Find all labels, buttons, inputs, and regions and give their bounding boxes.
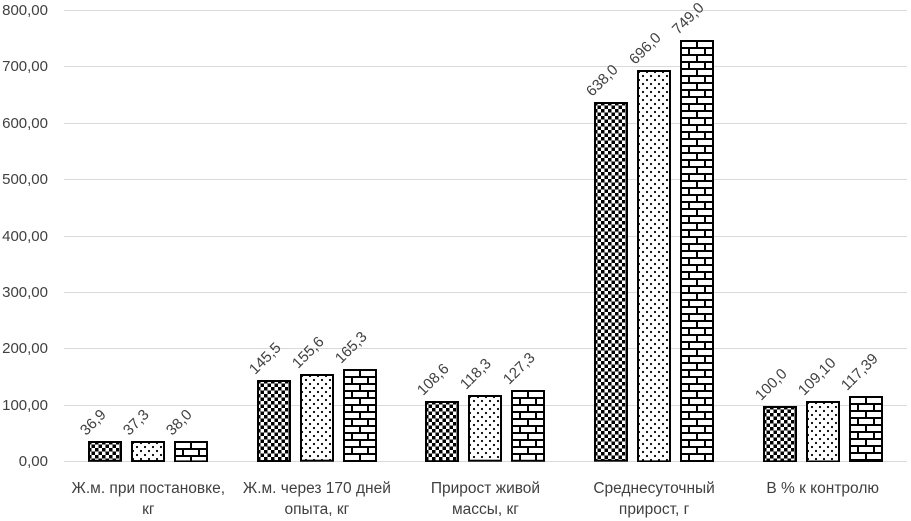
gridline	[64, 122, 907, 124]
gridline	[64, 291, 907, 293]
bar-slot: 109,10	[795, 354, 840, 462]
bar-value-label: 37,3	[120, 406, 153, 439]
y-tick-label: 300,00	[2, 283, 48, 301]
bar-group-5: 100,0 109,10 117,39	[738, 350, 907, 462]
y-tick-label: 0,00	[18, 453, 48, 470]
bar-value-label: 100,0	[751, 365, 791, 404]
bar-dotted	[805, 400, 840, 462]
y-tick-label: 600,00	[2, 114, 48, 132]
bar-brick	[174, 440, 209, 462]
gridline	[64, 179, 907, 181]
category-label-5: В % к контролю	[766, 480, 879, 497]
bar-dotted	[131, 440, 166, 462]
bar-slot: 749,0	[669, 0, 715, 462]
bar-slot: 117,39	[838, 350, 883, 462]
bar-value-label: 108,6	[414, 360, 454, 399]
bar-slot: 36,9	[77, 407, 123, 462]
y-tick-label: 100,00	[2, 396, 48, 414]
bar-dotted	[299, 374, 334, 462]
category-label-1: Ж.м. при постановке, кг	[71, 480, 226, 518]
bar-checkerboard	[88, 441, 123, 462]
bar-dotted	[468, 395, 503, 462]
y-axis: 0,00 100,00 200,00 300,00 400,00 500,00 600,00…	[0, 2, 50, 470]
bar-brick	[342, 368, 377, 462]
bar-slot: 118,3	[457, 356, 503, 462]
plot-area: 36,9 37,3 38,0 145,5 155,6 165,3 108,6 118,3 127…	[64, 0, 907, 462]
bar-checkerboard	[256, 379, 291, 462]
gridline	[64, 66, 907, 68]
gridline	[64, 348, 907, 350]
y-tick-label: 500,00	[2, 171, 48, 189]
bar-value-label: 118,3	[457, 355, 496, 394]
bar-value-label: 127,3	[500, 349, 540, 389]
bar-value-label: 117,39	[837, 350, 882, 394]
category-label-3: Прирост живой массы, кг	[430, 480, 541, 518]
bar-value-label: 638,0	[583, 61, 622, 101]
bar-slot: 145,5	[246, 339, 291, 462]
bar-slot: 638,0	[583, 62, 629, 462]
bar-slot: 155,6	[289, 334, 334, 462]
bar-slot: 165,3	[332, 328, 377, 462]
bar-value-label: 155,6	[288, 333, 328, 373]
gridline	[64, 10, 907, 11]
y-tick-label: 700,00	[2, 58, 48, 76]
bar-value-label: 165,3	[331, 328, 371, 367]
bar-checkerboard	[425, 400, 460, 462]
bar-slot: 696,0	[626, 29, 672, 462]
bar-brick	[511, 390, 546, 462]
bar-group-2: 145,5 155,6 165,3	[233, 328, 402, 462]
bar-value-label: 38,0	[163, 405, 196, 439]
bar-groups: 36,9 37,3 38,0 145,5 155,6 165,3 108,6 118,3 127…	[64, 0, 907, 462]
bar-group-1: 36,9 37,3 38,0	[64, 406, 233, 462]
x-axis: Ж.м. при постановке, кг Ж.м. через 170 дн…	[64, 478, 907, 521]
bar-value-label: 36,9	[77, 406, 110, 440]
y-tick-label: 800,00	[2, 2, 48, 19]
bar-value-label: 109,10	[794, 354, 840, 399]
bar-checkerboard	[762, 405, 797, 462]
bar-dotted	[637, 69, 672, 462]
bar-checkerboard	[594, 102, 629, 462]
bar-group-3: 108,6 118,3 127,3	[401, 350, 570, 462]
bar-slot: 108,6	[414, 360, 460, 462]
y-tick-label: 200,00	[2, 340, 48, 358]
y-tick-label: 400,00	[2, 227, 48, 245]
bar-slot: 38,0	[163, 406, 209, 462]
bar-slot: 37,3	[120, 406, 166, 462]
bar-value-label: 696,0	[626, 29, 665, 68]
bar-group-4: 638,0 696,0 749,0	[570, 0, 739, 462]
bar-brick	[680, 39, 715, 462]
bar-slot: 127,3	[500, 350, 546, 462]
bar-value-label: 749,0	[669, 0, 708, 38]
category-label-4: Среднесуточный прирост, г	[593, 480, 715, 518]
gridline	[64, 235, 907, 237]
bar-value-label: 145,5	[245, 339, 285, 378]
bar-slot: 100,0	[752, 365, 797, 462]
category-label-2: Ж.м. через 170 дней опыта, кг	[242, 480, 391, 518]
bar-brick	[848, 395, 883, 462]
